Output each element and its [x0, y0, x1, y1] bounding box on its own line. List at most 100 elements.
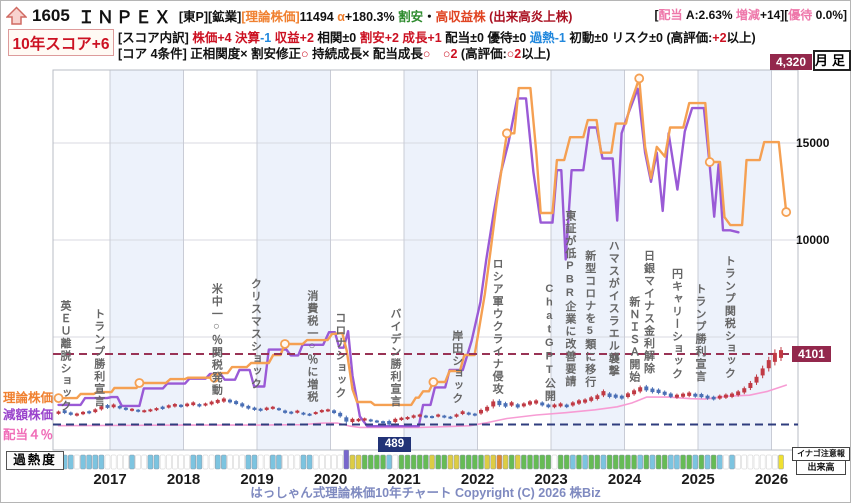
text-segment: 優待±0 — [487, 31, 530, 45]
text-segment: 増減 — [735, 8, 760, 22]
text-segment: +180.3% — [344, 10, 399, 24]
header-row-1: 1605 ＩＮＰＥＸ [東P][鉱業][理論株価]11494 α+180.3% … — [6, 3, 572, 28]
text-segment: [ — [654, 8, 659, 22]
event-annotation: ChatGPT公開 — [543, 283, 556, 403]
x-axis-year-labels: 2017 2018 2019 2020 2021 2022 2023 2024 2025 2026 — [93, 471, 788, 488]
text-segment: 持続成長× — [312, 47, 373, 61]
text-segment: 相関±0 — [317, 31, 360, 45]
text-segment: 以上) — [726, 31, 756, 45]
text-segment: 配当±0 — [445, 31, 488, 45]
core-conditions-line: [コア 4条件] 正相関度× 割安修正○ 持続成長× 配当成長○ ○2 (高評価… — [118, 43, 550, 62]
text-segment: ○2 — [506, 47, 522, 61]
copyright-footer: はっしゃん式理論株価10年チャート Copyright (C) 2026 株Bi… — [250, 486, 601, 500]
volume-label: 出来高 — [796, 460, 846, 475]
text-segment: [理論株価] — [241, 10, 300, 24]
candlesticks — [56, 347, 784, 426]
year-label: 2020 — [314, 471, 347, 488]
text-segment: 決算 — [235, 31, 261, 45]
y-tick-10000: 10000 — [796, 233, 830, 247]
event-annotation: 消費税一○％に増税 — [305, 290, 318, 404]
text-segment: 高収益株 — [435, 10, 486, 24]
year-label: 2021 — [387, 471, 420, 488]
heat-gauge-label: 過熱度 — [6, 451, 64, 470]
text-segment: 初動±0 — [569, 31, 612, 45]
text-segment: ○ — [301, 47, 313, 61]
event-annotation: バイデン勝利宣言 — [388, 308, 401, 408]
text-segment: 成長+1 — [402, 31, 446, 45]
event-annotation: ロシア軍ウクライナ侵攻 — [491, 258, 504, 396]
text-segment: 11494 — [299, 10, 338, 24]
event-annotation: 東証が低PBR企業に改善要請 — [563, 210, 576, 388]
text-segment: 割安+2 — [359, 31, 403, 45]
gridlines — [52, 69, 799, 451]
heat-gauge-bar — [55, 449, 784, 470]
event-annotation: トランプ関税ショック — [723, 255, 736, 380]
text-segment: +2 — [712, 31, 727, 45]
text-segment: 株価+4 — [192, 31, 236, 45]
year-label: 2017 — [93, 471, 126, 488]
y-tick-15000: 15000 — [796, 136, 830, 150]
event-annotation: 英ＥＵ離脱ショック — [58, 300, 71, 413]
event-annotation: ハマスがイスラエル襲撃 — [607, 240, 620, 378]
text-segment: ○ — [422, 47, 443, 61]
year-label: 2025 — [681, 471, 714, 488]
event-annotation: 新ＮＩＳＡ開始 — [627, 296, 640, 384]
period-toggle-monthly[interactable]: 月足 — [813, 50, 851, 71]
legend-gengaku-kabuka: 減額株価 — [3, 408, 54, 422]
stock-meta-line: [東P][鉱業][理論株価]11494 α+180.3% 割安・高収益株 (出来… — [179, 6, 573, 25]
stock-name: ＩＮＰＥＸ — [77, 8, 173, 27]
text-segment: 割安 — [398, 10, 424, 24]
up-arrow-icon — [6, 6, 27, 25]
text-segment: 0.0%] — [812, 8, 847, 22]
score-badge: 10年スコア+6 — [8, 29, 114, 56]
year-label: 2018 — [167, 471, 200, 488]
series-dividend4pct — [57, 384, 788, 429]
text-segment: 割安修正 — [251, 47, 302, 61]
text-segment: 収益+2 — [274, 31, 318, 45]
text-segment: 正相関度× — [190, 47, 252, 61]
event-annotation: 新型コロナを5類に移行 — [583, 250, 596, 389]
text-segment: +14 — [759, 8, 781, 22]
reference-lines — [53, 353, 798, 426]
event-annotation: 岸田ショック — [450, 330, 463, 405]
dividend-yutai-info: [配当 A:2.63% 増減+14][優待 0.0%] — [655, 6, 847, 23]
legend-riron-kabuka: 理論株価 — [3, 391, 54, 405]
year-label: 2022 — [461, 471, 494, 488]
year-label: 2024 — [608, 471, 642, 488]
inago-alert-label: イナゴ注意報 — [792, 447, 850, 461]
event-annotation: 日銀マイナス金利解除 — [642, 250, 655, 375]
text-segment: (出来高炎上株) — [485, 10, 573, 24]
event-annotation: クリスマスショック — [249, 278, 262, 391]
score-detail-line: [スコア内訳] 株価+4 決算-1 収益+2 相関±0 割安+2 成長+1 配当… — [118, 27, 756, 46]
event-annotation: コロナショック — [333, 312, 346, 400]
text-segment: 過熱-1 — [529, 31, 570, 45]
text-segment: 配当 — [658, 8, 683, 22]
year-label: 2019 — [240, 471, 273, 488]
event-annotation: トランプ勝利宣言 — [694, 283, 706, 383]
text-segment: A:2.63% — [682, 8, 736, 22]
text-segment: [スコア内訳] — [118, 31, 193, 45]
low-price-label: 489 — [378, 437, 411, 452]
year-label: 2023 — [534, 471, 567, 488]
event-annotation: 米中一○％関税発動 — [210, 283, 223, 397]
text-segment: (高評価: — [666, 31, 713, 45]
event-annotation: 円キャリーショック — [670, 268, 683, 381]
text-segment: 配当成長 — [372, 47, 423, 61]
text-segment: ○2 — [442, 47, 461, 61]
current-price-label: 4101 — [792, 346, 831, 362]
text-segment: 以上) — [521, 47, 551, 61]
stock-code: 1605 — [32, 5, 70, 25]
text-segment: [東P][鉱業] — [178, 10, 242, 24]
text-segment: ][ — [780, 8, 789, 22]
year-label: 2026 — [755, 471, 788, 488]
text-segment: リスク±0 — [611, 31, 667, 45]
text-segment: -1 — [260, 31, 275, 45]
high-price-label: 4,320 — [770, 54, 812, 70]
text-segment: [コア 4条件] — [118, 47, 191, 61]
text-segment: 優待 — [788, 8, 813, 22]
legend-dividend-4pct: 配当４％ — [3, 428, 54, 442]
text-segment: (高評価: — [460, 47, 507, 61]
text-segment: α — [337, 10, 345, 24]
